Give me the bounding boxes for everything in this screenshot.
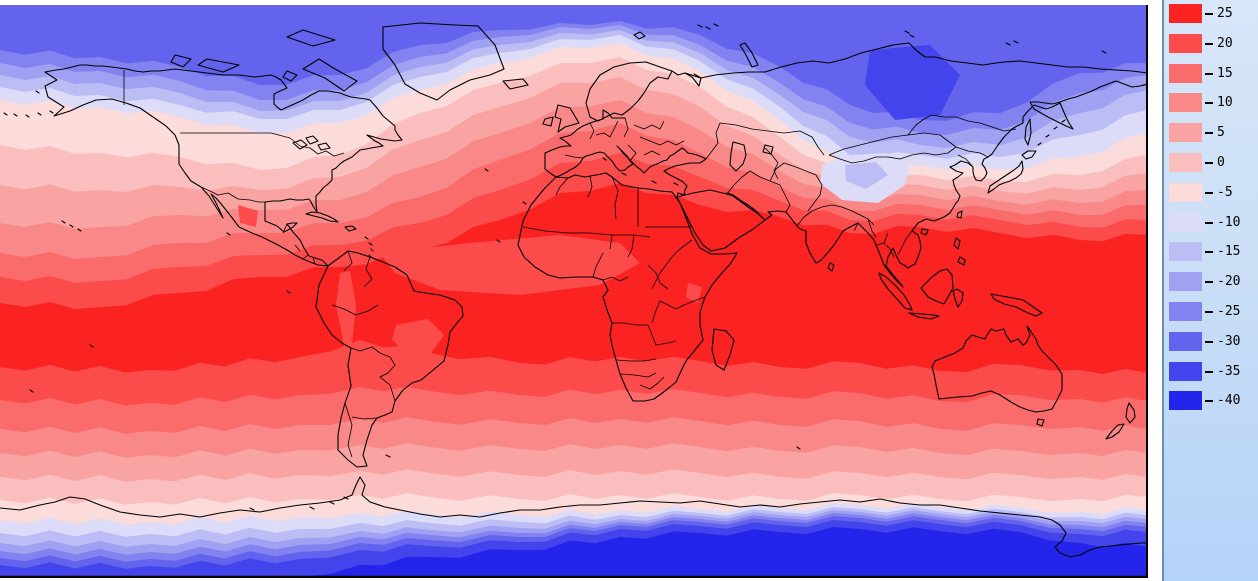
- legend-tick: [1205, 191, 1213, 194]
- legend-color-swatch: [1169, 302, 1202, 321]
- legend-row: 0: [1164, 153, 1258, 173]
- legend-row: -15: [1164, 242, 1258, 262]
- legend-tick: [1205, 162, 1213, 164]
- legend-tick: [1205, 42, 1213, 45]
- color-legend-panel: 25 20 15 10 5 0 -5 -10 -15 -20 -25 -30 -35 -40: [1162, 0, 1258, 581]
- legend-value-label: 15: [1217, 65, 1233, 81]
- legend-value-label: -15: [1217, 244, 1241, 260]
- legend-row: 25: [1164, 4, 1258, 24]
- temperature-band: [0, 527, 1148, 578]
- temperature-patches: [238, 45, 960, 387]
- legend-row: -10: [1164, 212, 1258, 233]
- legend-tick: [1205, 370, 1213, 373]
- legend-row: -35: [1164, 361, 1258, 382]
- legend-tick: [1205, 340, 1213, 343]
- temperature-band: [686, 283, 702, 303]
- legend-color-swatch: [1169, 272, 1202, 292]
- legend-row: -25: [1164, 302, 1258, 322]
- legend-color-swatch: [1169, 63, 1202, 83]
- legend-row: -5: [1164, 182, 1258, 203]
- legend-tick: [1205, 251, 1213, 254]
- temperature-band: [392, 319, 444, 355]
- temperature-band: [238, 205, 258, 227]
- legend-tick: [1205, 132, 1213, 135]
- legend-value-label: -10: [1217, 214, 1241, 230]
- legend-row: 5: [1164, 123, 1258, 143]
- temperature-band: [865, 45, 960, 120]
- legend-value-label: -20: [1217, 274, 1241, 290]
- temperature-bands-south: [0, 340, 1148, 578]
- legend-tick: [1205, 311, 1213, 313]
- legend-color-swatch: [1169, 153, 1202, 172]
- temperature-band: [380, 235, 640, 295]
- legend-value-label: 5: [1217, 125, 1225, 141]
- legend-row: 10: [1164, 93, 1258, 113]
- legend-color-swatch: [1169, 4, 1202, 23]
- temperature-band: [0, 5, 1148, 121]
- legend-value-label: -25: [1217, 304, 1241, 319]
- temperature-band: [845, 162, 888, 189]
- legend-row: 15: [1164, 63, 1258, 84]
- legend-value-label: 25: [1217, 6, 1233, 21]
- legend-color-swatch: [1169, 361, 1202, 381]
- legend-color-swatch: [1169, 33, 1202, 53]
- country-borders: [123, 70, 1017, 458]
- legend-row: -20: [1164, 272, 1258, 292]
- legend-row: -40: [1164, 391, 1258, 411]
- legend-tick: [1205, 13, 1213, 15]
- legend-value-label: -5: [1217, 184, 1233, 200]
- legend-color-swatch: [1169, 242, 1202, 262]
- legend-color-swatch: [1169, 331, 1202, 351]
- temperature-band: [336, 271, 356, 387]
- legend-row: 20: [1164, 33, 1258, 54]
- legend-color-swatch: [1169, 391, 1202, 411]
- coastlines: [0, 22, 1148, 558]
- legend-color-swatch: [1169, 212, 1202, 232]
- legend-tick: [1205, 72, 1213, 75]
- legend-value-label: -40: [1217, 393, 1241, 409]
- legend-row: -30: [1164, 331, 1258, 352]
- legend-color-swatch: [1169, 123, 1202, 143]
- legend-color-swatch: [1169, 182, 1202, 202]
- legend-tick: [1205, 102, 1213, 105]
- world-temperature-map: [0, 5, 1148, 578]
- legend-tick: [1205, 400, 1213, 403]
- legend-value-label: 0: [1217, 155, 1225, 170]
- legend-color-swatch: [1169, 93, 1202, 113]
- legend-value-label: -35: [1217, 363, 1241, 379]
- legend-value-label: 20: [1217, 35, 1233, 51]
- legend-value-label: 10: [1217, 95, 1233, 111]
- legend-tick: [1205, 221, 1213, 224]
- map-frame: [0, 5, 1148, 578]
- legend-value-label: -30: [1217, 333, 1241, 349]
- legend-tick: [1205, 281, 1213, 284]
- map-svg: [0, 5, 1148, 578]
